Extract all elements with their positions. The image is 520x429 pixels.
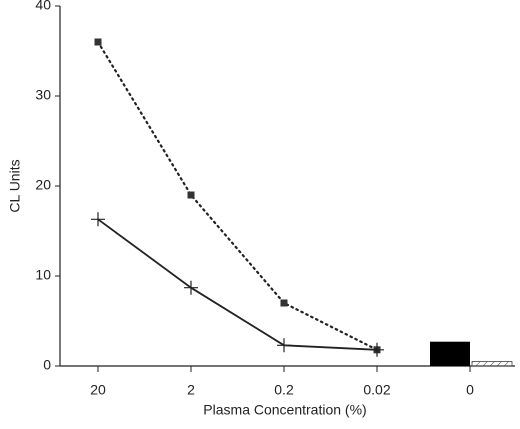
line	[96, 40, 379, 351]
x-tick-label: 20	[90, 382, 106, 398]
x-tick-label: 0.02	[363, 382, 390, 398]
marker	[187, 191, 195, 199]
y-tick-label: 40	[35, 0, 51, 13]
y-tick-label: 20	[35, 177, 51, 193]
y-tick-label: 0	[43, 357, 51, 373]
line	[97, 218, 378, 351]
marker	[184, 280, 198, 295]
marker	[277, 338, 291, 353]
y-tick-label: 10	[35, 267, 51, 283]
marker	[91, 212, 105, 227]
x-axis-title: Plasma Concentration (%)	[203, 402, 366, 418]
marker	[94, 38, 102, 46]
marker	[370, 342, 384, 357]
y-tick-label: 30	[35, 87, 51, 103]
y-axis-title: CL Units	[7, 159, 23, 212]
bar	[471, 361, 513, 367]
x-tick-label: 0.2	[274, 382, 294, 398]
marker	[280, 299, 288, 307]
x-tick-label: 2	[187, 382, 195, 398]
x-tick-label: 0	[466, 382, 474, 398]
bar	[430, 341, 470, 366]
